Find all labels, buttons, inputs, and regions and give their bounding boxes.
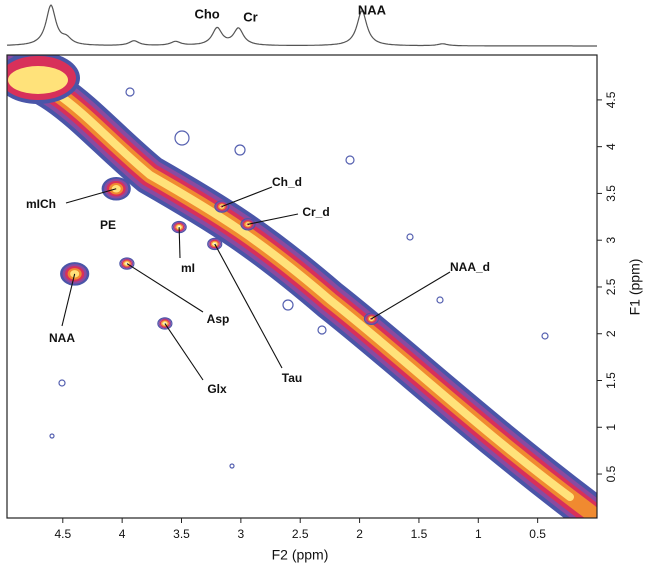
cross-peak xyxy=(363,312,380,325)
cross-peak xyxy=(365,313,378,324)
annotation-line xyxy=(126,263,204,313)
y-tick-label: 4 xyxy=(604,143,618,150)
y-tick-label: 2.5 xyxy=(604,278,618,295)
x-tick-label: 1 xyxy=(475,527,482,541)
cross-peak xyxy=(240,218,256,231)
diagonal xyxy=(7,55,597,518)
x-tick-label: 1.5 xyxy=(411,527,428,541)
projection xyxy=(6,4,597,47)
cross-peak xyxy=(244,221,252,228)
peak-label: NAA xyxy=(358,2,387,17)
peak-label: Cr xyxy=(243,9,257,24)
cross-peak xyxy=(111,185,121,193)
x-tick-label: 0.5 xyxy=(529,527,546,541)
cross-peak xyxy=(215,201,229,212)
y-tick-label: 4.5 xyxy=(604,91,618,108)
y-axis-label: F1 (ppm) xyxy=(627,259,643,316)
x-tick-label: 3 xyxy=(238,527,245,541)
annotation-line xyxy=(214,243,283,369)
y-tick-label: 2 xyxy=(604,330,618,337)
annotation-label: Cr_d xyxy=(302,205,329,219)
x-tick-label: 2.5 xyxy=(292,527,309,541)
cross-peak xyxy=(214,200,230,213)
x-tick-label: 4.5 xyxy=(54,527,71,541)
cross-peak xyxy=(123,260,131,267)
annotation-label: PE xyxy=(100,218,116,232)
annotation-label: Glx xyxy=(207,382,227,396)
cross-peak xyxy=(157,317,173,330)
cross-peak xyxy=(219,204,225,209)
peak-label: Cho xyxy=(194,6,219,21)
annotation-line xyxy=(247,213,299,225)
x-tick-label: 3.5 xyxy=(173,527,190,541)
annotation-label: Ch_d xyxy=(272,175,302,189)
cross-peak xyxy=(159,319,170,328)
cross-peak xyxy=(207,237,223,251)
y-tick-label: 3 xyxy=(604,237,618,244)
y-tick-label: 1.5 xyxy=(604,372,618,389)
annotation-line xyxy=(371,271,451,320)
annotation-line xyxy=(221,186,273,208)
cross-peak xyxy=(366,314,377,323)
cross-peak xyxy=(120,258,134,269)
annotation-label: NAA_d xyxy=(450,260,490,274)
cross-peak xyxy=(162,321,168,326)
x-tick-label: 2 xyxy=(356,527,363,541)
cross-peak xyxy=(124,261,130,266)
cross-peak xyxy=(158,318,172,329)
y-tick-label: 3.5 xyxy=(604,185,618,202)
y-tick-label: 0.5 xyxy=(604,465,618,482)
cross-peak xyxy=(119,257,135,270)
cross-peak xyxy=(208,238,222,250)
annotation-label: Asp xyxy=(207,312,230,326)
annotation-line xyxy=(164,323,204,381)
cross-peak xyxy=(161,320,169,327)
cross-peak xyxy=(121,259,132,268)
annotation-label: NAA xyxy=(49,331,75,345)
annotation-line xyxy=(178,227,181,259)
cross-peak xyxy=(368,316,375,321)
cross-peak xyxy=(367,315,376,322)
annotation-label: Tau xyxy=(282,371,302,385)
cross-peak xyxy=(242,220,254,229)
annotation-line xyxy=(65,188,117,204)
annotation-line xyxy=(61,273,76,327)
cross-peak xyxy=(212,241,218,247)
cross-peak xyxy=(241,219,255,230)
annotation-label: mICh xyxy=(26,197,56,211)
y-tick-label: 1 xyxy=(604,424,618,431)
annotation-label: mI xyxy=(181,261,195,275)
cross-peak xyxy=(209,239,220,249)
x-axis-label: F2 (ppm) xyxy=(272,547,329,563)
cross-peak xyxy=(210,240,219,248)
cross-peak xyxy=(218,203,226,210)
x-tick-label: 4 xyxy=(119,527,126,541)
cross-peak xyxy=(216,202,227,211)
